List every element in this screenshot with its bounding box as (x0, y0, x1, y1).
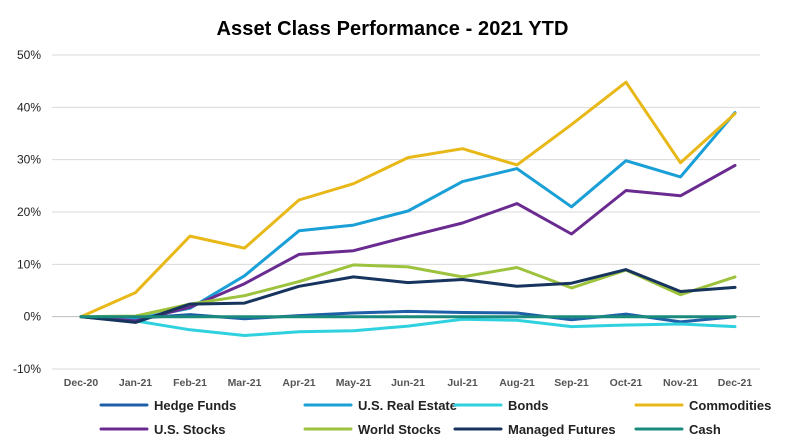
x-tick-label: May-21 (336, 377, 372, 389)
x-tick-label: Oct-21 (610, 377, 643, 389)
x-tick-label: Dec-21 (718, 377, 753, 389)
legend-item: Commodities (634, 398, 771, 413)
legend: Hedge Funds U.S. Real Estate Bonds Commodit… (99, 398, 771, 437)
legend-label: Commodities (689, 398, 771, 413)
x-tick-label: Jan-21 (119, 377, 152, 389)
y-axis-tick-labels: -10% 0% 10% 20% 30% 40% 50% (13, 48, 41, 376)
y-tick-label: 20% (17, 205, 41, 219)
y-tick-label: 30% (17, 153, 41, 167)
x-tick-label: Jul-21 (447, 377, 478, 389)
x-tick-label: Feb-21 (173, 377, 207, 389)
legend-item: Bonds (453, 398, 548, 413)
legend-item: World Stocks (303, 422, 441, 437)
legend-label: Managed Futures (508, 422, 616, 437)
y-tick-label: 40% (17, 100, 41, 114)
legend-item: Cash (634, 422, 721, 437)
legend-item: U.S. Stocks (99, 422, 226, 437)
x-tick-label: Dec-20 (64, 377, 99, 389)
legend-label: U.S. Real Estate (358, 398, 457, 413)
legend-label: Hedge Funds (154, 398, 236, 413)
legend-item: U.S. Real Estate (303, 398, 457, 413)
y-tick-label: 0% (24, 310, 42, 324)
x-tick-label: Sep-21 (554, 377, 589, 389)
legend-item: Hedge Funds (99, 398, 236, 413)
legend-label: U.S. Stocks (154, 422, 226, 437)
series-lines (79, 80, 737, 337)
legend-label: World Stocks (358, 422, 441, 437)
x-tick-label: Mar-21 (228, 377, 262, 389)
series-line-bonds (79, 315, 737, 337)
x-axis-tick-labels: Dec-20 Jan-21 Feb-21 Mar-21 Apr-21 May-21 Jun-… (64, 377, 753, 389)
series-line-u-s-stocks (79, 163, 737, 323)
series-line-managed-futures (79, 268, 737, 324)
legend-item: Managed Futures (453, 422, 616, 437)
x-tick-label: Jun-21 (391, 377, 425, 389)
y-tick-label: 10% (17, 257, 41, 271)
legend-label: Bonds (508, 398, 548, 413)
legend-label: Cash (689, 422, 721, 437)
x-tick-label: Apr-21 (282, 377, 315, 389)
y-tick-label: 50% (17, 48, 41, 62)
x-tick-label: Nov-21 (663, 377, 698, 389)
x-tick-label: Aug-21 (499, 377, 535, 389)
chart-title: Asset Class Performance - 2021 YTD (216, 18, 569, 40)
series-line-commodities (79, 80, 737, 319)
y-tick-label: -10% (13, 362, 41, 376)
series-line-u-s-real-estate (79, 111, 737, 321)
series-line-hedge-funds (79, 309, 737, 324)
